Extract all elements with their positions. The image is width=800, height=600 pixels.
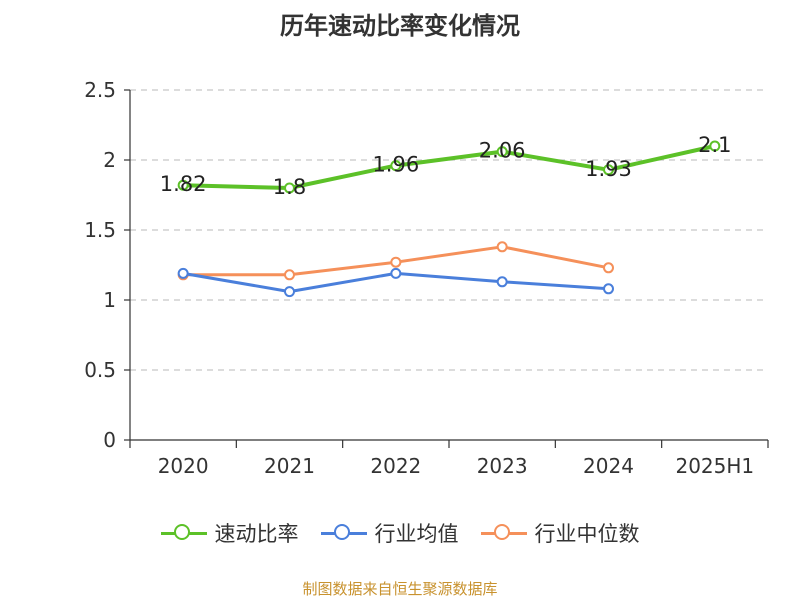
y-tick-label: 2.5	[84, 78, 116, 102]
data-label: 2.06	[479, 139, 526, 163]
data-point	[390, 160, 402, 172]
x-tick-label: 2023	[477, 454, 528, 478]
data-label: 1.96	[372, 153, 419, 177]
x-tick-label: 2020	[158, 454, 209, 478]
data-point	[284, 286, 295, 298]
x-tick-label: 2021	[264, 454, 315, 478]
data-point	[390, 267, 402, 279]
y-tick-label: 0	[103, 428, 116, 452]
data-point	[496, 276, 508, 288]
legend-label: 行业中位数	[534, 522, 640, 546]
data-point	[177, 267, 189, 279]
source-note: 制图数据来自恒生聚源数据库	[302, 580, 498, 598]
legend-marker-icon	[320, 522, 367, 544]
legend-label: 速动比率	[214, 522, 299, 546]
data-point	[603, 283, 614, 295]
data-point	[284, 269, 295, 281]
x-tick-label: 2022	[370, 454, 421, 478]
y-tick-label: 1.5	[84, 218, 116, 242]
data-label: 1.8	[273, 175, 306, 199]
series-line	[183, 144, 716, 190]
data-point	[177, 179, 189, 191]
data-point	[709, 140, 721, 152]
legend-label: 行业均值	[374, 522, 459, 546]
legend-item[interactable]: 行业中位数	[480, 518, 640, 548]
data-point	[496, 241, 508, 253]
legend-item[interactable]: 行业均值	[320, 518, 459, 548]
y-tick-label: 0.5	[84, 358, 116, 382]
data-point	[603, 164, 614, 176]
legend-item[interactable]: 速动比率	[160, 518, 299, 548]
data-point	[496, 146, 508, 158]
data-point	[390, 256, 402, 268]
legend-marker-icon	[160, 522, 207, 544]
chart-title: 历年速动比率变化情况	[280, 12, 520, 40]
y-tick-label: 2	[103, 148, 116, 172]
x-tick-label: 2025H1	[675, 454, 754, 478]
data-label: 1.93	[585, 157, 632, 181]
legend: 速动比率 行业均值 行业中位数	[0, 518, 800, 548]
y-tick-label: 1	[103, 288, 116, 312]
data-label: 1.82	[160, 172, 207, 196]
data-label: 2.1	[698, 133, 731, 157]
data-point	[603, 262, 614, 274]
data-point	[284, 182, 295, 194]
legend-marker-icon	[480, 522, 527, 544]
x-tick-label: 2024	[583, 454, 634, 478]
